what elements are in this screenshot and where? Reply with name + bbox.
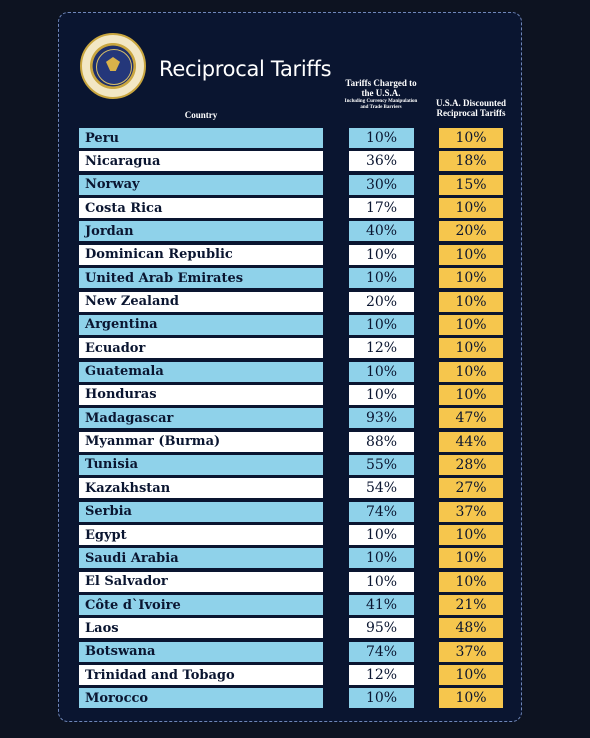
table-cell-country: Peru bbox=[79, 128, 323, 148]
table-cell-charged: 10% bbox=[349, 384, 414, 405]
table-cell-charged: 88% bbox=[349, 431, 414, 452]
table-cell-discounted: 47% bbox=[439, 408, 503, 429]
table-cell-discounted: 44% bbox=[439, 431, 503, 452]
column-header-charged-note: Including Currency Manipulation and Trad… bbox=[344, 98, 418, 110]
table-cell-country: Ecuador bbox=[79, 338, 323, 359]
table-cell-charged: 12% bbox=[349, 665, 414, 686]
eagle-icon bbox=[106, 57, 120, 71]
table-cell-charged: 74% bbox=[349, 641, 414, 662]
table-cell-country: Tunisia bbox=[79, 454, 323, 475]
table-cell-charged: 95% bbox=[349, 618, 414, 639]
table-cell-country: Dominican Republic bbox=[79, 244, 323, 265]
table-cell-charged: 12% bbox=[349, 338, 414, 359]
table-cell-country: Laos bbox=[79, 618, 323, 639]
table-cell-discounted: 10% bbox=[439, 198, 503, 219]
table-cell-country: Costa Rica bbox=[79, 198, 323, 219]
table-cell-country: Argentina bbox=[79, 314, 323, 335]
table-cell-country: Kazakhstan bbox=[79, 478, 323, 499]
table-cell-country: New Zealand bbox=[79, 291, 323, 312]
column-header-country: Country bbox=[184, 110, 218, 120]
table-cell-discounted: 15% bbox=[439, 174, 503, 195]
table-cell-country: Madagascar bbox=[79, 408, 323, 429]
column-header-charged-title: Tariffs Charged to the U.S.A. bbox=[345, 78, 417, 98]
table-cell-charged: 54% bbox=[349, 478, 414, 499]
table-cell-discounted: 10% bbox=[439, 548, 503, 569]
table-cell-discounted: 10% bbox=[439, 291, 503, 312]
table-cell-country: Serbia bbox=[79, 501, 323, 522]
table-cell-discounted: 10% bbox=[439, 665, 503, 686]
table-cell-discounted: 10% bbox=[439, 571, 503, 592]
presidential-seal bbox=[80, 33, 146, 99]
table-cell-discounted: 28% bbox=[439, 454, 503, 475]
table-cell-charged: 41% bbox=[349, 595, 414, 615]
table-cell-charged: 36% bbox=[349, 151, 414, 172]
table-cell-discounted: 37% bbox=[439, 501, 503, 522]
table-cell-discounted: 10% bbox=[439, 384, 503, 405]
table-cell-country: Côte d`Ivoire bbox=[79, 595, 323, 615]
table-cell-country: Guatemala bbox=[79, 361, 323, 382]
table-cell-charged: 40% bbox=[349, 221, 414, 242]
table-cell-country: Morocco bbox=[79, 688, 323, 709]
table-cell-charged: 17% bbox=[349, 198, 414, 219]
table-cell-country: Egypt bbox=[79, 525, 323, 545]
table-cell-country: Trinidad and Tobago bbox=[79, 665, 323, 686]
tariff-board: Reciprocal Tariffs Country Tariffs Charg… bbox=[58, 12, 522, 722]
table-cell-discounted: 10% bbox=[439, 361, 503, 382]
table-cell-charged: 10% bbox=[349, 314, 414, 335]
table-cell-charged: 93% bbox=[349, 408, 414, 429]
page-title: Reciprocal Tariffs bbox=[159, 57, 332, 81]
table-cell-charged: 55% bbox=[349, 454, 414, 475]
table-cell-discounted: 18% bbox=[439, 151, 503, 172]
table-cell-discounted: 20% bbox=[439, 221, 503, 242]
table-cell-charged: 10% bbox=[349, 268, 414, 289]
table-cell-charged: 10% bbox=[349, 128, 414, 148]
table-cell-charged: 10% bbox=[349, 361, 414, 382]
table-cell-country: Nicaragua bbox=[79, 151, 323, 172]
table-cell-country: Saudi Arabia bbox=[79, 548, 323, 569]
table-cell-discounted: 21% bbox=[439, 595, 503, 615]
table-cell-discounted: 10% bbox=[439, 314, 503, 335]
table-cell-charged: 74% bbox=[349, 501, 414, 522]
table-cell-discounted: 10% bbox=[439, 525, 503, 545]
table-cell-charged: 30% bbox=[349, 174, 414, 195]
table-cell-country: Honduras bbox=[79, 384, 323, 405]
table-cell-country: Jordan bbox=[79, 221, 323, 242]
table-cell-discounted: 10% bbox=[439, 688, 503, 709]
table-cell-country: Botswana bbox=[79, 641, 323, 662]
table-cell-charged: 10% bbox=[349, 244, 414, 265]
table-cell-charged: 10% bbox=[349, 571, 414, 592]
table-cell-charged: 10% bbox=[349, 525, 414, 545]
table-cell-country: United Arab Emirates bbox=[79, 268, 323, 289]
table-cell-country: El Salvador bbox=[79, 571, 323, 592]
seal-inner-icon bbox=[96, 49, 132, 85]
table-cell-country: Myanmar (Burma) bbox=[79, 431, 323, 452]
table-cell-country: Norway bbox=[79, 174, 323, 195]
table-cell-charged: 20% bbox=[349, 291, 414, 312]
table-cell-charged: 10% bbox=[349, 688, 414, 709]
table-cell-discounted: 27% bbox=[439, 478, 503, 499]
table-cell-discounted: 48% bbox=[439, 618, 503, 639]
table-cell-discounted: 10% bbox=[439, 338, 503, 359]
table-cell-discounted: 37% bbox=[439, 641, 503, 662]
column-header-discounted: U.S.A. Discounted Reciprocal Tariffs bbox=[435, 98, 506, 118]
column-header-charged: Tariffs Charged to the U.S.A. Including … bbox=[341, 78, 421, 110]
table-cell-discounted: 10% bbox=[439, 244, 503, 265]
table-cell-discounted: 10% bbox=[439, 128, 503, 148]
table-cell-charged: 10% bbox=[349, 548, 414, 569]
table-cell-discounted: 10% bbox=[439, 268, 503, 289]
